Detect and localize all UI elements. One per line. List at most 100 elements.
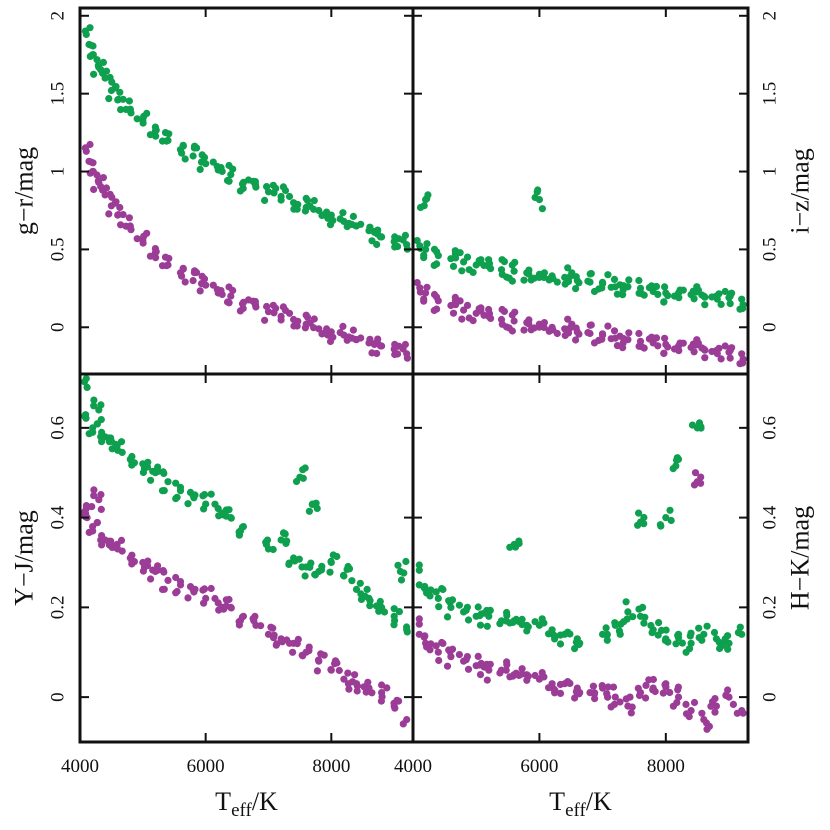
bottom-left-purple-point bbox=[118, 547, 126, 555]
bottom-left-green-point bbox=[113, 442, 121, 450]
bottom-left-green-point bbox=[140, 464, 149, 472]
bottom-left-purple-point bbox=[344, 669, 352, 677]
bottom-right-green-point bbox=[623, 615, 631, 623]
bottom-right-purple-point bbox=[603, 690, 611, 698]
bottom-right-purple-point bbox=[439, 639, 447, 648]
bottom-right-green-point bbox=[556, 631, 565, 639]
bottom-left-purple-point bbox=[313, 667, 321, 675]
bottom-right-green-point bbox=[682, 648, 690, 656]
bottom-right-purple-point bbox=[669, 702, 678, 710]
bottom-right-green-point bbox=[688, 421, 697, 429]
top-right-green-point bbox=[420, 254, 428, 262]
top-right-green-point bbox=[545, 276, 553, 284]
top-left-purple-point bbox=[116, 203, 124, 212]
top-right-green-point bbox=[498, 270, 506, 279]
top-right-green-point bbox=[430, 245, 439, 253]
bottom-right-purple-point bbox=[698, 709, 706, 717]
bottom-left-green-point bbox=[128, 457, 136, 465]
bottom-right-green-point bbox=[434, 594, 442, 603]
bottom-left-purple-point bbox=[147, 575, 155, 583]
bottom-left-purple-point bbox=[211, 594, 219, 603]
bottom-left-green-point bbox=[90, 402, 98, 410]
top-right-purple-point bbox=[572, 336, 580, 344]
top-left-green-point bbox=[127, 109, 135, 117]
bottom-right-purple-point bbox=[556, 680, 565, 689]
top-left-green-point bbox=[323, 208, 331, 216]
bottom-left-green-point bbox=[172, 495, 180, 503]
bottom-right-green-point bbox=[538, 615, 546, 623]
top-right-purple-point bbox=[701, 346, 709, 354]
top-right-green-point bbox=[660, 298, 668, 306]
top-right-purple-point bbox=[572, 324, 580, 332]
top-right-purple-point bbox=[456, 297, 464, 305]
bottom-right-green-point bbox=[647, 621, 655, 630]
bottom-right-green-point bbox=[724, 645, 732, 653]
top-right-green-point bbox=[701, 301, 709, 309]
bottom-left-green-point bbox=[403, 628, 411, 636]
bottom-right-green-point bbox=[439, 585, 447, 594]
bottom-right-purple-point bbox=[551, 689, 559, 697]
bottom-left-green-point bbox=[402, 557, 410, 566]
top-right-purple-point bbox=[540, 323, 548, 331]
bottom-left-xtick-label: 8000 bbox=[312, 756, 350, 777]
bottom-right-purple-point bbox=[611, 693, 619, 701]
top-right-purple-point bbox=[635, 342, 643, 350]
top-left-green-point bbox=[112, 83, 120, 91]
bottom-left-xtick-label: 4000 bbox=[61, 756, 99, 777]
top-right-green-point bbox=[520, 276, 528, 284]
top-right-green-point bbox=[610, 275, 619, 283]
top-right-purple-point bbox=[575, 330, 583, 338]
top-right-green-point bbox=[416, 244, 424, 252]
top-left-purple-point bbox=[326, 337, 335, 346]
top-right-purple-point bbox=[607, 335, 615, 343]
bottom-right-green-point bbox=[423, 589, 431, 597]
top-left-green-point bbox=[119, 95, 127, 103]
bottom-left-purple-point bbox=[391, 704, 399, 712]
top-right-green-point bbox=[449, 262, 458, 270]
top-left-purple-point bbox=[198, 272, 206, 280]
top-left-green-point bbox=[102, 67, 111, 75]
bottom-left-green-point bbox=[283, 537, 291, 545]
bottom-right-purple-point bbox=[739, 709, 747, 717]
bottom-right-purple-point bbox=[722, 691, 730, 699]
top-right-purple-point bbox=[679, 339, 687, 347]
top-right-green-point bbox=[598, 278, 607, 286]
top-left-green-point bbox=[198, 151, 206, 159]
bottom-right-purple-point bbox=[609, 683, 618, 691]
top-right-purple-point bbox=[586, 321, 594, 329]
top-left-green-point bbox=[336, 215, 344, 223]
top-left-green-point bbox=[394, 242, 402, 251]
top-left-ytick-label: 1 bbox=[48, 167, 69, 177]
top-left-green-point bbox=[125, 97, 133, 105]
top-left-green-point bbox=[181, 155, 189, 163]
top-right-purple-point bbox=[469, 317, 477, 325]
top-left-green-point bbox=[108, 78, 116, 86]
top-right-green-point bbox=[708, 293, 716, 301]
bottom-left-green-point bbox=[352, 585, 361, 594]
top-left-purple-point bbox=[401, 340, 409, 349]
top-right-purple-point bbox=[728, 344, 736, 352]
top-left-purple-point bbox=[261, 316, 269, 324]
top-right-green-point bbox=[538, 205, 547, 213]
top-right-green-point bbox=[485, 256, 493, 264]
bottom-right-ytick-label: 0.6 bbox=[760, 416, 781, 440]
bottom-right-green-point bbox=[496, 620, 504, 628]
bottom-right-purple-point bbox=[531, 671, 539, 680]
top-right-green-point bbox=[728, 289, 736, 297]
top-left-green-point bbox=[301, 207, 309, 215]
top-right-purple-point bbox=[694, 339, 703, 347]
top-left-purple-point bbox=[213, 285, 221, 294]
bottom-right-purple-point bbox=[464, 665, 473, 673]
top-right-purple-point bbox=[564, 315, 572, 323]
top-right-purple-point bbox=[423, 283, 431, 291]
top-left-green-point bbox=[326, 221, 335, 229]
top-right-purple-point bbox=[584, 329, 592, 337]
top-right-green-point bbox=[525, 266, 533, 274]
top-left-green-point bbox=[86, 24, 94, 32]
bottom-right-green-point bbox=[666, 506, 674, 514]
bottom-left-purple-point bbox=[200, 585, 209, 593]
top-right-green-point bbox=[575, 279, 583, 287]
bottom-right-green-point bbox=[602, 624, 610, 632]
bottom-right-green-point bbox=[735, 628, 743, 637]
bottom-left-purple-point bbox=[207, 584, 215, 593]
